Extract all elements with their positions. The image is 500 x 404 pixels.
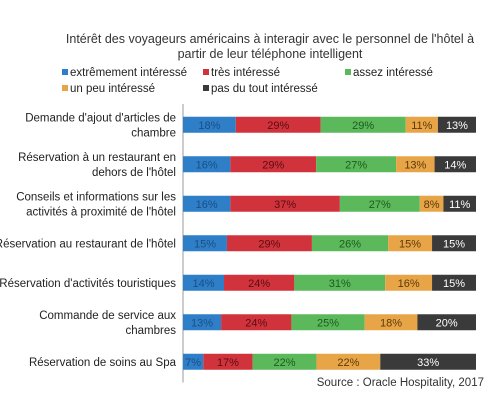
legend-label: très intéressé: [211, 67, 280, 79]
data-label: 22%: [337, 357, 359, 369]
category-label: Réservation d'activités touristiques: [0, 278, 176, 290]
bar-segment: [396, 156, 435, 173]
data-label: 20%: [436, 317, 458, 329]
bar-segment: [183, 195, 231, 212]
data-label: 24%: [248, 278, 270, 290]
data-label: 16%: [398, 278, 420, 290]
data-label: 29%: [267, 120, 289, 132]
data-label: 37%: [274, 199, 296, 211]
data-label: 13%: [191, 317, 213, 329]
data-label: 11%: [449, 199, 470, 211]
chart-title-line: partir de leur téléphone intelligent: [178, 47, 363, 61]
data-label: 31%: [329, 278, 351, 290]
data-label: 17%: [217, 357, 239, 369]
category-label: chambre: [131, 127, 176, 139]
bar-segment: [252, 353, 317, 370]
legend-label: assez intéressé: [353, 67, 433, 79]
bar-segment: [230, 195, 340, 212]
bar-segment: [443, 195, 476, 212]
category-label: chambres: [126, 325, 177, 337]
legend-label: pas du tout intéressé: [211, 83, 318, 95]
bar-segment: [221, 314, 292, 331]
category-label: activités à proximité de l'hôtel: [26, 206, 176, 218]
bar-segment: [339, 195, 420, 212]
bar-segment: [437, 116, 476, 133]
source-note: Source : Oracle Hospitality, 2017: [317, 377, 484, 389]
data-label: 27%: [369, 199, 391, 211]
data-label: 33%: [417, 357, 439, 369]
bar-segment: [183, 274, 225, 291]
data-label: 15%: [194, 238, 216, 250]
data-label: 14%: [192, 278, 214, 290]
data-label: 13%: [404, 159, 426, 171]
legend: extrêmement intéressé très intéressé assez…: [62, 67, 433, 95]
data-label: 27%: [345, 159, 367, 171]
category-label: Conseils et informations sur les: [16, 191, 176, 203]
data-label: 16%: [196, 199, 218, 211]
bar-segment: [434, 156, 476, 173]
bar-segment: [294, 274, 386, 291]
data-label: 18%: [380, 317, 402, 329]
category-label: Réservation à un restaurant en: [18, 152, 176, 164]
bar-segment: [183, 314, 222, 331]
bar-segment: [311, 235, 389, 252]
data-label: 15%: [443, 278, 465, 290]
legend-swatch: [345, 69, 351, 75]
data-label: 22%: [274, 357, 296, 369]
legend-label: extrêmement intéressé: [70, 67, 187, 79]
bar-segment: [183, 116, 236, 133]
data-label: 26%: [339, 238, 361, 250]
bar-segment: [230, 156, 317, 173]
data-label: 11%: [411, 120, 432, 132]
bar-segment: [432, 235, 476, 252]
data-label: 14%: [444, 159, 466, 171]
data-label: 29%: [352, 120, 374, 132]
category-label: dehors de l'hôtel: [92, 167, 176, 179]
bar-segment: [316, 156, 397, 173]
category-label: Réservation de soins au Spa: [29, 357, 177, 369]
category-label: Réservation au restaurant de l'hôtel: [0, 238, 176, 250]
legend-swatch: [203, 85, 209, 91]
data-label: 15%: [443, 238, 465, 250]
bar-segment: [419, 195, 444, 212]
category-axis-labels: Demande d'ajout d'articles de chambre Rése…: [0, 112, 177, 369]
bar-segment: [380, 353, 476, 370]
bar-segment: [385, 274, 433, 291]
data-label: 24%: [245, 317, 267, 329]
data-label: 25%: [317, 317, 339, 329]
legend-swatch: [203, 69, 209, 75]
category-label: Commande de service aux: [39, 310, 176, 322]
bar-segment: [432, 274, 476, 291]
bar-segment: [183, 353, 204, 370]
data-label: 15%: [399, 238, 421, 250]
category-label: Demande d'ajout d'articles de: [25, 112, 176, 124]
data-label: 8%: [424, 199, 440, 211]
chart-title-line: Intérêt des voyageurs américains à inter…: [66, 32, 474, 46]
bar-segment: [405, 116, 438, 133]
chart-title: Intérêt des voyageurs américains à inter…: [66, 32, 474, 61]
legend-swatch: [62, 85, 68, 91]
bar-segment: [226, 235, 312, 252]
bars: 18% 29% 29% 11% 13% 16% 29% 27% 13% 14% 16% 37% 27% 8…: [183, 116, 476, 370]
data-label: 7%: [185, 357, 201, 369]
bar-segment: [203, 353, 253, 370]
data-label: 18%: [198, 120, 220, 132]
bar-segment: [388, 235, 433, 252]
data-label: 29%: [258, 238, 280, 250]
data-label: 29%: [262, 159, 284, 171]
bar-segment: [320, 116, 406, 133]
data-label: 13%: [446, 120, 468, 132]
bar-segment: [235, 116, 321, 133]
bar-segment: [291, 314, 365, 331]
bar-segment: [364, 314, 418, 331]
data-label: 16%: [196, 159, 218, 171]
bar-segment: [183, 235, 227, 252]
bar-segment: [183, 156, 231, 173]
legend-swatch: [62, 69, 68, 75]
bar-segment: [417, 314, 476, 331]
legend-label: un peu intéressé: [70, 83, 155, 95]
bar-segment: [224, 274, 295, 291]
bar-segment: [316, 353, 381, 370]
